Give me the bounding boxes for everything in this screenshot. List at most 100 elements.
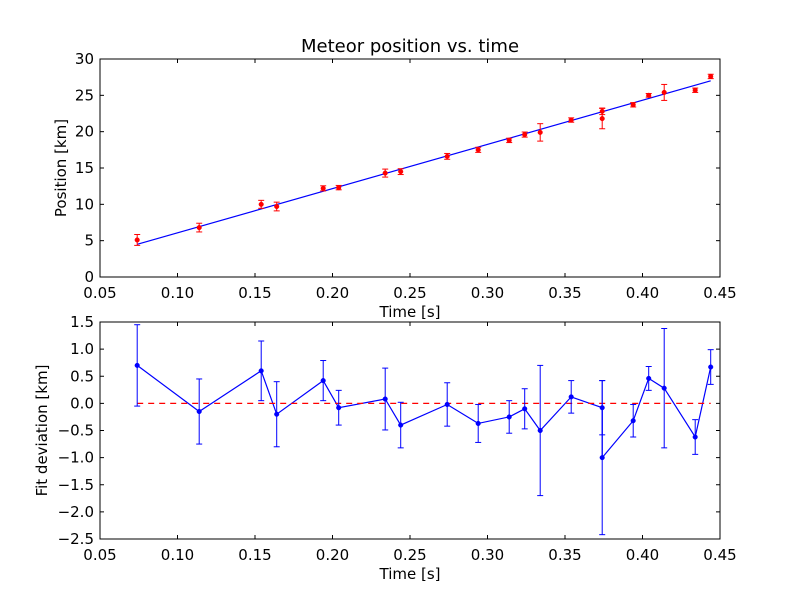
x-tick-label: 0.10 xyxy=(161,546,194,564)
data-point xyxy=(382,367,389,431)
point-marker xyxy=(274,203,280,210)
point-marker xyxy=(134,237,140,243)
data-point xyxy=(196,378,203,445)
point-marker xyxy=(258,368,264,374)
point-marker xyxy=(646,92,652,98)
point-marker xyxy=(398,422,404,428)
y-tick-label: 20 xyxy=(75,123,94,141)
point-marker xyxy=(475,147,481,153)
point-marker xyxy=(506,414,512,420)
point-marker xyxy=(599,116,605,122)
point-marker xyxy=(475,420,481,426)
x-tick-label: 0.05 xyxy=(83,546,116,564)
y-tick-label: 0 xyxy=(84,268,94,286)
x-tick-label: 0.20 xyxy=(316,546,349,564)
data-point xyxy=(599,107,606,130)
data-point xyxy=(630,403,637,438)
data-point xyxy=(568,380,575,414)
data-point xyxy=(506,400,513,434)
data-point xyxy=(645,365,652,391)
point-marker xyxy=(134,362,140,368)
y-tick-label: 30 xyxy=(75,50,94,68)
point-marker xyxy=(522,406,528,412)
point-marker xyxy=(336,405,342,411)
data-point xyxy=(320,185,327,192)
x-tick-label: 0.40 xyxy=(626,284,659,302)
x-tick-label: 0.35 xyxy=(548,546,581,564)
y-tick-label: −0.5 xyxy=(58,422,94,440)
y-axis-label: Position [km] xyxy=(52,119,70,217)
y-tick-label: 1.0 xyxy=(70,340,94,358)
data-point xyxy=(537,123,544,142)
data-point xyxy=(397,401,404,449)
point-marker xyxy=(661,385,667,391)
axes-frame xyxy=(99,58,721,278)
y-tick-label: −1.0 xyxy=(58,449,94,467)
deviation-line xyxy=(136,364,712,460)
data-point xyxy=(521,131,528,138)
x-tick-label: 0.45 xyxy=(703,284,736,302)
chart-title: Meteor position vs. time xyxy=(301,36,519,57)
point-marker xyxy=(708,364,714,370)
data-point xyxy=(382,168,389,178)
x-tick-label: 0.10 xyxy=(161,284,194,302)
data-point xyxy=(335,184,342,191)
point-marker xyxy=(196,408,202,415)
data-point xyxy=(692,419,699,455)
point-marker xyxy=(646,375,652,381)
x-tick-label: 0.05 xyxy=(83,284,116,302)
point-marker xyxy=(382,396,388,402)
x-axis-label: Time [s] xyxy=(379,303,441,321)
point-marker xyxy=(661,89,667,95)
data-point xyxy=(645,92,652,98)
point-marker xyxy=(692,87,698,93)
point-marker xyxy=(522,132,528,138)
point-marker xyxy=(320,378,326,384)
y-tick-label: −2.0 xyxy=(58,503,94,521)
data-point xyxy=(475,403,482,443)
point-marker xyxy=(599,455,605,461)
data-point xyxy=(661,83,668,101)
data-point xyxy=(444,382,451,427)
y-tick-label: 10 xyxy=(75,195,94,213)
data-point xyxy=(320,360,327,402)
point-marker xyxy=(398,169,404,175)
data-point xyxy=(258,340,265,402)
y-axis-label: Fit deviation [km] xyxy=(33,365,51,497)
data-point xyxy=(134,324,141,407)
x-tick-label: 0.45 xyxy=(703,546,736,564)
y-tick-label: −1.5 xyxy=(58,476,94,494)
data-point xyxy=(692,87,699,93)
y-tick-label: −2.5 xyxy=(58,530,94,548)
data-point xyxy=(521,388,528,430)
point-marker xyxy=(258,201,264,207)
y-tick-label: 5 xyxy=(84,232,94,250)
y-tick-label: 25 xyxy=(75,86,94,104)
data-point xyxy=(707,349,714,385)
point-marker xyxy=(537,129,543,135)
x-tick-label: 0.15 xyxy=(238,546,271,564)
x-axis-label: Time [s] xyxy=(379,565,441,583)
data-point xyxy=(397,168,404,176)
data-point xyxy=(707,73,714,80)
point-marker xyxy=(506,137,512,143)
y-tick-label: 15 xyxy=(75,159,94,177)
position-chart: 0.05 0.10 0.15 0.20 0.25 0.30 0.35 0.40 0.45 0 5 10… xyxy=(52,36,737,321)
point-marker xyxy=(630,418,636,424)
x-tick-label: 0.25 xyxy=(393,284,426,302)
x-tick-label: 0.30 xyxy=(471,546,504,564)
data-point xyxy=(258,199,265,209)
point-marker xyxy=(336,185,342,191)
x-tick-label: 0.25 xyxy=(393,546,426,564)
data-point xyxy=(537,364,544,497)
y-tick-label: 0.5 xyxy=(70,367,94,385)
data-point xyxy=(444,152,451,160)
data-point xyxy=(273,381,280,448)
data-point xyxy=(196,222,203,233)
y-tick-label: 0.0 xyxy=(70,394,94,412)
point-marker xyxy=(630,102,636,108)
data-point xyxy=(335,389,342,426)
data-point xyxy=(506,137,513,144)
point-marker xyxy=(320,185,326,191)
